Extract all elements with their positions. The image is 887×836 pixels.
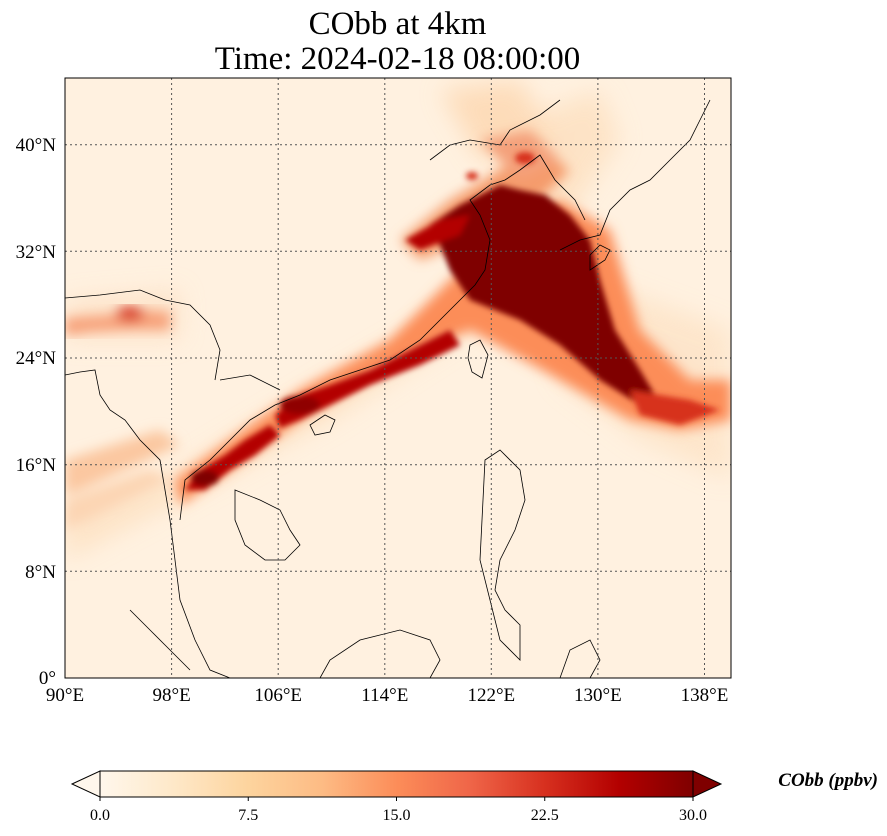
coastlines [65, 99, 711, 678]
colorbar-tick-label: 30.0 [679, 807, 707, 824]
colorbar-extend-max [692, 770, 723, 798]
lon-tick-label: 122°E [467, 685, 515, 706]
co-concentration-field [65, 78, 731, 678]
colorbar-gradient [100, 771, 693, 797]
lat-tick-label: 8°N [25, 562, 56, 583]
colorbar-extend-min [70, 770, 101, 798]
lon-tick-label: 98°E [152, 685, 190, 706]
colorbar-tick-label: 7.5 [238, 807, 258, 824]
lat-tick-label: 40°N [16, 135, 57, 156]
gridlines [65, 78, 731, 678]
colorbar: 0.0 7.5 15.0 22.5 30.0 CObb (ppbv) [70, 770, 878, 824]
lon-tick-label: 106°E [254, 685, 302, 706]
lon-tick-label: 138°E [681, 685, 729, 706]
lat-tick-labels: 0° 8°N 16°N 24°N 32°N 40°N [16, 135, 57, 689]
lat-tick-label: 16°N [16, 455, 57, 476]
colorbar-tick-label: 22.5 [531, 807, 559, 824]
map-time-subtitle: Time: 2024-02-18 08:00:00 [214, 41, 581, 77]
lon-tick-labels: 90°E 98°E 106°E 114°E 122°E 130°E 138°E [46, 685, 728, 706]
lon-tick-label: 130°E [574, 685, 622, 706]
colorbar-tick-label: 0.0 [90, 807, 110, 824]
lat-tick-label: 0° [39, 668, 56, 689]
lat-tick-label: 24°N [16, 348, 57, 369]
map-title: CObb at 4km [308, 6, 487, 42]
map-frame [64, 77, 732, 679]
lon-tick-label: 90°E [46, 685, 84, 706]
colorbar-tick-label: 15.0 [383, 807, 411, 824]
lat-tick-label: 32°N [16, 242, 57, 263]
lon-tick-label: 114°E [361, 685, 408, 706]
colorbar-label: CObb (ppbv) [778, 770, 878, 791]
